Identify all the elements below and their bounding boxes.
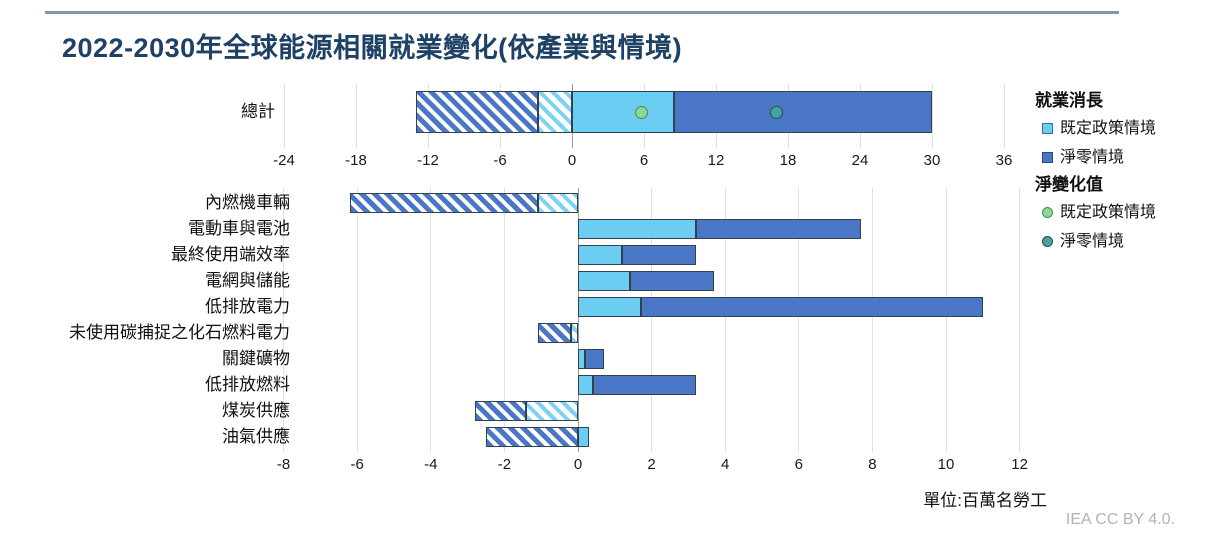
bar-segment — [578, 219, 696, 239]
bar-segment — [629, 271, 715, 291]
row-label: 油氣供應 — [222, 427, 290, 446]
legend-net-title: 淨變化值 — [1035, 175, 1103, 194]
gridline — [503, 188, 505, 452]
gridline — [871, 188, 873, 452]
bar-segment — [578, 271, 630, 291]
legend-item-nze-bar: 淨零情境 — [1035, 143, 1205, 172]
legend-item-steps-bar: 既定政策情境 — [1035, 114, 1205, 143]
axis-tick-label: 24 — [851, 152, 869, 169]
axis-tick-label: 10 — [937, 456, 955, 473]
row-label: 電網與儲能 — [205, 271, 290, 290]
legend: 就業消長 既定政策情境 淨零情境 淨變化值 既定政策情境 淨零情境 — [1035, 88, 1205, 256]
unit-note: 單位:百萬名勞工 — [923, 491, 1047, 510]
axis-tick-label: -6 — [350, 456, 364, 473]
axis-tick-label: 2 — [647, 456, 656, 473]
bar-segment — [572, 91, 674, 133]
bar-segment — [538, 91, 572, 133]
axis-tick-label: 8 — [868, 456, 877, 473]
legend-item-label: 淨零情境 — [1060, 149, 1125, 166]
credit-note: IEA CC BY 4.0. — [1065, 511, 1175, 528]
axis-tick-label: 6 — [794, 456, 803, 473]
gridline — [1003, 84, 1005, 148]
legend-item-label: 既定政策情境 — [1060, 120, 1157, 137]
bar-segment — [416, 91, 539, 133]
page-title: 2022-2030年全球能源相關就業變化(依產業與情境) — [62, 33, 683, 63]
bar-segment — [349, 193, 538, 213]
bar-segment — [578, 427, 590, 447]
bar-segment — [585, 349, 604, 369]
bar-segment — [486, 427, 578, 447]
gridline — [798, 188, 800, 452]
bar-segment — [578, 245, 623, 265]
row-label: 電動車與電池 — [188, 219, 290, 238]
bar-segment — [578, 297, 641, 317]
bar-segment — [570, 323, 578, 343]
axis-tick-label: -24 — [273, 152, 295, 169]
gridline — [283, 188, 285, 452]
gridline — [724, 188, 726, 452]
row-label: 內燃機車輛 — [205, 193, 290, 212]
legend-item-nze-net: 淨零情境 — [1035, 227, 1205, 256]
row-label: 關鍵礦物 — [222, 349, 290, 368]
bar-segment — [674, 91, 932, 133]
title-rule — [45, 11, 1119, 14]
bar-segment — [622, 245, 696, 265]
bar-segment — [537, 323, 571, 343]
steps-square-swatch-icon — [1042, 123, 1053, 134]
axis-tick-label: -4 — [424, 456, 438, 473]
axis-tick-label: -2 — [497, 456, 512, 473]
row-label: 未使用碳捕捉之化石燃料電力 — [69, 323, 290, 342]
gridline — [931, 84, 933, 148]
bar-segment — [474, 401, 527, 421]
axis-tick-label: -12 — [417, 152, 439, 169]
axis-tick-label: -18 — [345, 152, 367, 169]
bar-segment — [537, 193, 578, 213]
row-label: 低排放燃料 — [205, 375, 290, 394]
bar-segment — [592, 375, 696, 395]
row-label: 煤炭供應 — [222, 401, 290, 420]
axis-tick-label: 12 — [707, 152, 725, 169]
gridline — [577, 188, 579, 452]
legend-item-steps-net: 既定政策情境 — [1035, 198, 1205, 227]
bar-segment — [640, 297, 983, 317]
axis-tick-label: -8 — [276, 456, 291, 473]
gridline — [1019, 188, 1021, 452]
row-label: 最終使用端效率 — [171, 245, 290, 264]
gridline — [430, 188, 432, 452]
axis-tick-label: 18 — [779, 152, 797, 169]
gridline — [651, 188, 653, 452]
bar-segment — [695, 219, 862, 239]
axis-tick-label: -6 — [493, 152, 507, 169]
bar-segment — [578, 375, 593, 395]
axis-tick-label: 12 — [1011, 456, 1028, 473]
axis-tick-label: 4 — [721, 456, 730, 473]
row-label: 低排放電力 — [205, 297, 290, 316]
gridline — [945, 188, 947, 452]
axis-tick-label: 6 — [639, 152, 649, 169]
gridline — [283, 84, 285, 148]
gridline — [356, 188, 358, 452]
axis-tick-label: 0 — [567, 152, 577, 169]
axis-tick-label: 30 — [923, 152, 941, 169]
legend-bars-title: 就業消長 — [1035, 91, 1103, 110]
bar-segment — [526, 401, 578, 421]
legend-item-label: 淨零情境 — [1060, 233, 1125, 250]
legend-item-label: 既定政策情境 — [1060, 204, 1157, 221]
nze-square-swatch-icon — [1042, 152, 1053, 163]
bar-segment — [578, 349, 586, 369]
nze-net-circle-swatch-icon — [1042, 236, 1053, 247]
axis-tick-label: 36 — [995, 152, 1013, 169]
steps-net-circle-swatch-icon — [1042, 207, 1053, 218]
axis-tick-label: 0 — [573, 456, 583, 473]
gridline — [355, 84, 357, 148]
net-change-marker — [769, 105, 783, 119]
net-change-marker — [635, 105, 649, 119]
row-label: 總計 — [241, 102, 275, 121]
